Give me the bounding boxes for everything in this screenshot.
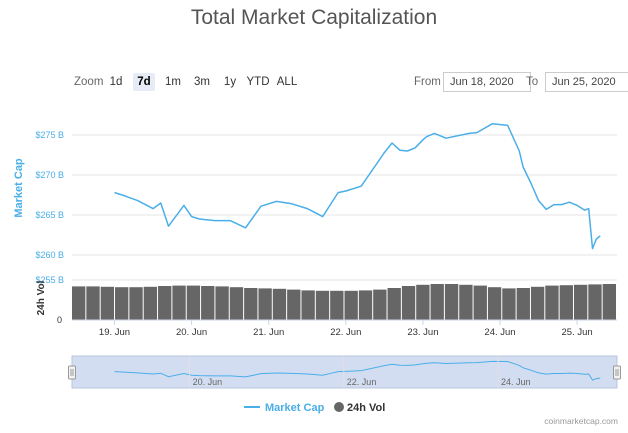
y-axis-title-volume: 24h Vol [36,280,47,315]
volume-bar [287,289,301,320]
volume-bar [588,284,602,320]
volume-bar [315,290,330,320]
volume-bar [387,288,401,320]
volume-bar [530,286,545,320]
legend-dot-icon [334,402,344,412]
volume-bar [229,287,244,320]
to-date-input[interactable]: Jun 25, 2020 [545,72,628,92]
zoom-7d-button[interactable]: 7d [133,73,155,91]
volume-bar [344,290,358,320]
y-axis-title-market-cap: Market Cap [13,158,25,218]
volume-bar [272,288,287,320]
volume-bar [573,284,588,320]
from-label: From [414,76,441,88]
volume-bar [244,288,258,320]
zoom-1d-button[interactable]: 1d [109,76,123,88]
volume-bar [545,285,559,320]
legend-item-market-cap[interactable]: Market Cap [265,402,325,414]
y-tick-label: $255 B [35,275,64,285]
volume-bar [487,287,502,320]
volume-bar [516,288,530,320]
navigator-right-handle[interactable] [613,365,621,380]
x-tick-label: 24. Jun [484,327,515,338]
volume-bar [444,284,459,320]
x-tick-label: 23. Jun [407,327,438,338]
zoom-3m-button[interactable]: 3m [194,76,210,88]
zoom-ytd-button[interactable]: YTD [246,76,270,88]
volume-bar [158,286,172,320]
market-cap-line [114,123,601,250]
volume-bar [430,284,444,320]
volume-bar [186,285,201,320]
volume-bar [72,286,86,320]
navigator-tick-label: 20. Jun [193,377,223,387]
volume-bar [401,286,416,320]
x-tick-label: 22. Jun [330,327,361,338]
volume-bar [215,286,229,320]
volume-bar [172,285,186,320]
x-tick-label: 19. Jun [99,327,130,338]
volume-bar [129,287,143,320]
volume-bar [100,286,115,320]
volume-bar [473,285,487,320]
volume-bar [373,289,387,320]
y-tick-label: $270 B [35,170,64,180]
navigator-left-handle[interactable] [68,365,76,380]
legend-item-volume[interactable]: 24h Vol [347,402,385,414]
volume-bar [201,286,215,320]
navigator-tick-label: 22. Jun [347,377,377,387]
volume-bar [502,288,516,320]
volume-bar [559,285,573,320]
y-tick-label: $265 B [35,210,64,220]
x-tick-label: 21. Jun [253,327,284,338]
chart-title: Total Market Capitalization [190,6,438,29]
volume-bar [143,286,158,320]
volume-bar [416,284,430,320]
zoom-label: Zoom [74,76,104,88]
zoom-1y-button[interactable]: 1y [223,76,237,88]
credit-link[interactable]: coinmarketcap.com [544,416,618,426]
volume-bar [459,284,473,320]
navigator-line [114,360,601,381]
volume-bar [602,284,616,320]
x-tick-label: 20. Jun [176,327,207,338]
volume-bar [358,290,373,320]
zoom-1m-button[interactable]: 1m [165,76,181,88]
y-tick-label: 0 [57,315,62,325]
y-tick-label: $260 B [35,250,64,260]
to-label: To [526,76,539,88]
volume-bar [258,288,272,320]
y-tick-label: $275 B [35,130,64,140]
volume-bar [330,290,344,320]
volume-bar [301,290,315,320]
zoom-all-button[interactable]: ALL [276,76,298,88]
from-date-input[interactable]: Jun 18, 2020 [443,72,531,92]
volume-bar [115,287,129,320]
x-tick-label: 25. Jun [562,327,593,338]
volume-bar [86,286,100,320]
navigator-tick-label: 24. Jun [501,377,531,387]
